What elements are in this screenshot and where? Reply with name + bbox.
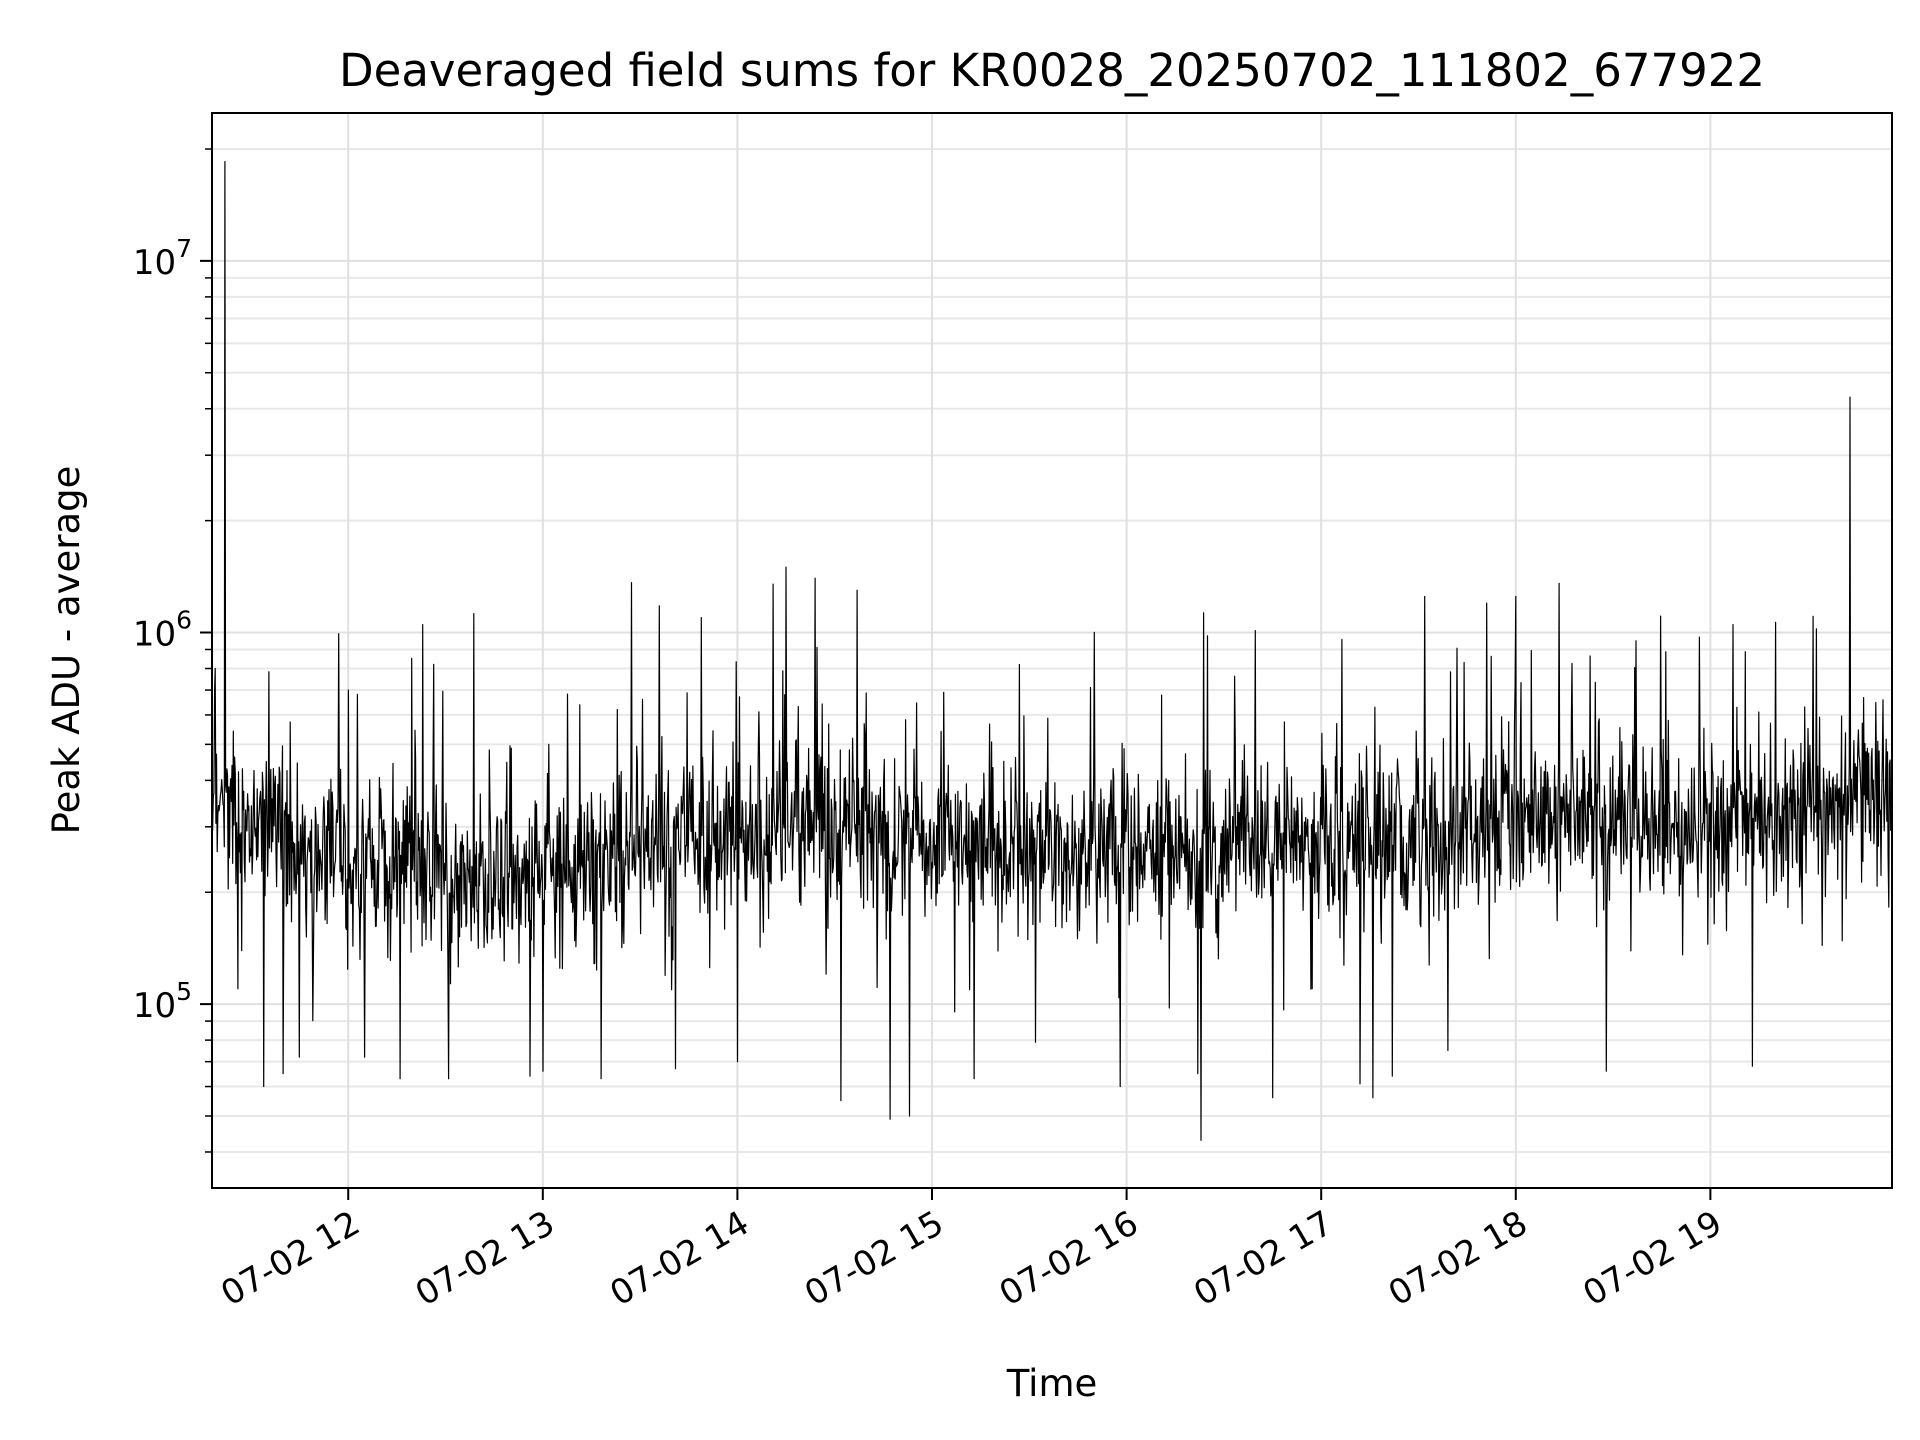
x-axis-label: Time <box>1006 1362 1098 1405</box>
y-tick-label: 106 <box>133 605 192 654</box>
y-tick-label: 107 <box>133 234 192 283</box>
y-tick-label: 105 <box>133 977 192 1026</box>
major-gridlines <box>212 113 1892 1188</box>
series-line <box>211 161 1893 1141</box>
plot-frame <box>211 112 1893 1189</box>
chart-title: Deaveraged field sums for KR0028_2025070… <box>339 44 1765 97</box>
plot-area-background <box>212 113 1892 1188</box>
y-axis-ticks: 105 106 107 <box>133 148 212 1153</box>
y-axis-label: Peak ADU - average <box>45 466 88 835</box>
minor-gridlines <box>212 148 1892 1153</box>
